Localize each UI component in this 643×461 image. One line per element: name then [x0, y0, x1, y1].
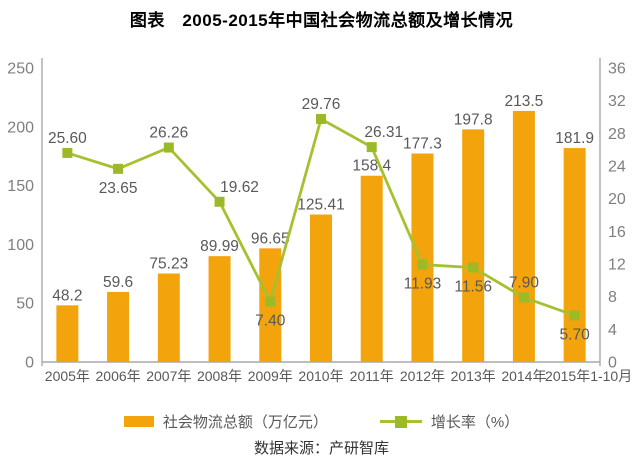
x-axis-category-label: 2012年	[400, 368, 445, 384]
y-axis-right-tick-label: 32	[608, 93, 626, 110]
legend-label-growth-rate: 增长率（%）	[430, 414, 520, 431]
line-data-label: 5.70	[560, 326, 591, 343]
x-axis-category-label: 2008年	[197, 368, 242, 384]
x-axis-category-label: 2014年	[501, 368, 546, 384]
bar-2011年	[360, 175, 383, 362]
bar-data-label: 89.99	[200, 238, 239, 255]
bar-2014年	[512, 110, 535, 362]
y-axis-right-tick-label: 12	[608, 257, 626, 274]
chart-legend: 社会物流总额（万亿元） 增长率（%）	[0, 411, 643, 432]
x-axis-category-label: 2011年	[350, 368, 394, 384]
line-data-label: 11.56	[454, 279, 492, 296]
line-marker-2006年	[113, 163, 124, 174]
legend-label-total-logistics: 社会物流总额（万亿元）	[162, 414, 328, 431]
y-axis-right-tick-label: 24	[608, 159, 626, 176]
line-data-label: 26.31	[364, 124, 403, 141]
y-axis-right-tick-label: 16	[608, 224, 626, 241]
y-axis-right-tick-label: 4	[608, 322, 617, 339]
y-axis-left-tick-label: 0	[25, 355, 34, 372]
line-data-label: 26.26	[149, 125, 188, 142]
line-marker-2009年	[265, 296, 276, 307]
line-marker-2015年1-10月	[569, 310, 580, 321]
bar-2005年	[56, 305, 79, 362]
bar-data-label: 197.8	[454, 111, 493, 128]
line-marker-2011年	[366, 142, 377, 153]
line-data-label: 29.76	[302, 96, 341, 113]
bar-data-label: 125.41	[297, 197, 344, 214]
bar-data-label: 75.23	[149, 256, 188, 273]
bar-data-label: 177.3	[403, 135, 442, 152]
line-data-label: 23.65	[99, 180, 138, 197]
x-axis-category-label: 2015年1-10月	[545, 368, 632, 384]
line-marker-2013年	[468, 262, 479, 273]
line-marker-2014年	[518, 292, 529, 303]
line-marker-2007年	[163, 142, 174, 153]
bar-2010年	[310, 214, 332, 362]
bar-2007年	[157, 273, 180, 362]
line-marker-2008年	[214, 196, 225, 207]
y-axis-right-tick-label: 36	[608, 61, 626, 78]
x-axis-category-label: 2007年	[146, 368, 191, 384]
y-axis-right-tick-label: 8	[608, 289, 617, 306]
data-source: 数据来源：产研智库	[253, 440, 389, 457]
x-axis-category-label: 2013年	[451, 368, 496, 384]
x-axis-category-label: 2006年	[96, 368, 141, 384]
bar-data-label: 59.6	[103, 274, 133, 291]
line-marker-icon	[394, 415, 407, 428]
bar-2013年	[462, 129, 485, 362]
bar-series-swatch-icon	[123, 416, 154, 427]
bar-2012年	[411, 153, 434, 362]
line-data-label: 19.62	[220, 179, 259, 196]
x-axis-category-label: 2009年	[248, 368, 293, 384]
bar-data-label: 158.4	[352, 158, 391, 175]
bar-data-label: 96.65	[251, 230, 290, 247]
y-axis-left-tick-label: 100	[7, 237, 34, 254]
line-marker-2010年	[316, 113, 326, 124]
y-axis-left-tick-label: 150	[7, 178, 34, 195]
y-axis-right-tick-label: 28	[608, 126, 626, 143]
line-series-swatch-icon	[379, 415, 422, 428]
y-axis-left-tick-label: 200	[7, 119, 34, 136]
line-data-label: 11.93	[404, 276, 442, 293]
x-axis-category-label: 2010年	[298, 368, 343, 384]
bar-2015年1-10月	[563, 148, 586, 362]
bar-data-label: 181.9	[555, 130, 594, 147]
line-data-label: 7.40	[255, 313, 286, 330]
combo-chart-canvas: 0 50 100 150 200 250 0 4 8 12 16 20 24 28 32 36 2005年 200…	[7, 58, 632, 384]
bar-2008年	[208, 256, 231, 362]
line-data-label: 25.60	[48, 130, 87, 147]
chart-title: 图表 2005-2015年中国社会物流总额及增长情况	[129, 11, 514, 30]
bar-data-label: 213.5	[505, 93, 544, 110]
line-marker-2012年	[417, 259, 428, 270]
x-axis-category-label: 2005年	[45, 368, 90, 384]
bar-data-label: 48.2	[52, 287, 82, 304]
y-axis-left-tick-label: 250	[7, 61, 34, 78]
bar-2006年	[107, 291, 130, 362]
y-axis-left-tick-label: 50	[16, 296, 34, 313]
legend-item-total-logistics: 社会物流总额（万亿元）	[123, 411, 328, 432]
line-marker-2005年	[62, 147, 73, 158]
legend-item-growth-rate: 增长率（%）	[379, 411, 520, 432]
y-axis-right-tick-label: 0	[608, 355, 617, 372]
y-axis-right-tick-label: 20	[608, 191, 626, 208]
line-data-label: 7.90	[509, 274, 540, 291]
